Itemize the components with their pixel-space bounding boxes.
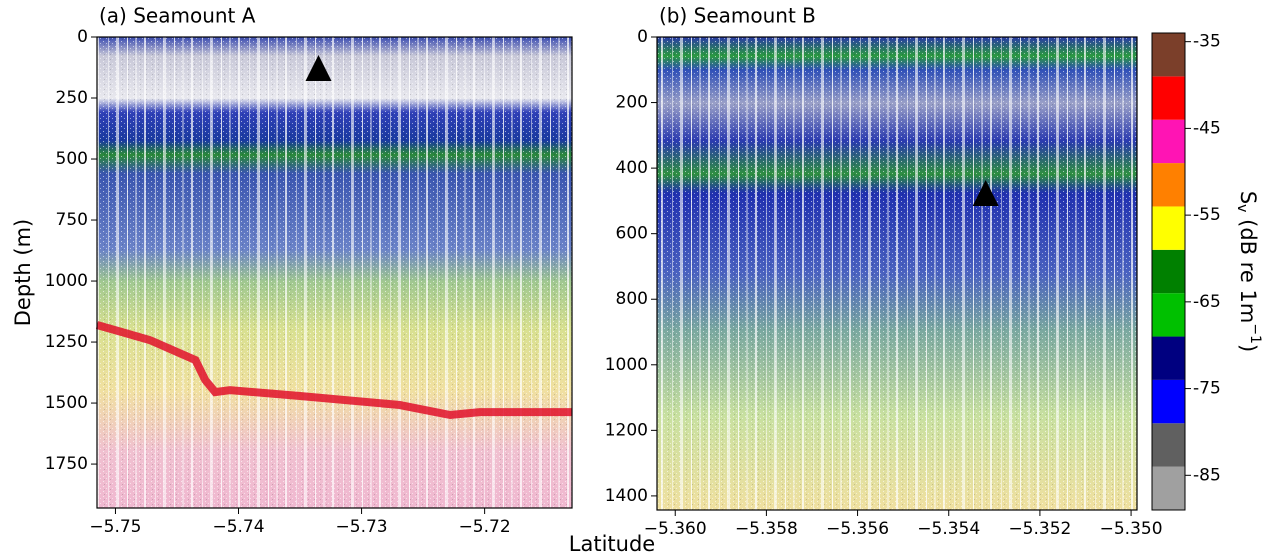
x-tick-label: −5.354 bbox=[917, 519, 980, 539]
y-tick-label: 400 bbox=[616, 158, 648, 178]
y-tick-label: 1500 bbox=[45, 393, 88, 413]
y-tick-label: 600 bbox=[616, 224, 648, 244]
colorbar-label-part: (dB re 1m bbox=[1236, 212, 1260, 323]
y-tick-label: 1400 bbox=[605, 486, 648, 506]
echogram-streaks bbox=[97, 37, 572, 508]
x-tick-label: −5.73 bbox=[336, 517, 388, 537]
x-tick-label: −5.75 bbox=[89, 517, 141, 537]
y-tick-label: 1000 bbox=[45, 271, 88, 291]
axes-frame bbox=[656, 36, 1138, 511]
colorbar-bin bbox=[1152, 336, 1185, 380]
colorbar-bin bbox=[1152, 379, 1185, 424]
colorbar-bin bbox=[1152, 163, 1185, 207]
colorbar-bin bbox=[1152, 423, 1185, 467]
axes-frame bbox=[96, 36, 573, 509]
echogram-streaks bbox=[657, 37, 1137, 510]
x-tick-label: −5.350 bbox=[1100, 519, 1163, 539]
colorbar-label-part: −1 bbox=[1247, 323, 1263, 344]
colorbar-tick-label: -55 bbox=[1193, 205, 1221, 225]
x-tick-label: −5.356 bbox=[826, 519, 889, 539]
colorbar-bin bbox=[1152, 293, 1185, 337]
colorbar-bin bbox=[1152, 119, 1185, 164]
colorbar-tick-label: -35 bbox=[1193, 32, 1221, 52]
y-tick-label: 750 bbox=[56, 210, 88, 230]
marker-triangle bbox=[972, 179, 999, 206]
colorbar-label-part: ) bbox=[1236, 344, 1260, 352]
panel-title: (a) Seamount A bbox=[99, 4, 256, 28]
colorbar-bin bbox=[1152, 76, 1185, 120]
y-tick-label: 0 bbox=[637, 27, 648, 47]
colorbar-frame bbox=[1151, 32, 1186, 511]
x-tick-label: −5.72 bbox=[459, 517, 511, 537]
panel-title: (b) Seamount B bbox=[659, 4, 816, 28]
colorbar-label: Sv (dB re 1m−1) bbox=[1234, 191, 1263, 352]
y-tick-label: 1250 bbox=[45, 332, 88, 352]
colorbar-label-part: v bbox=[1234, 204, 1250, 212]
colorbar-bin bbox=[1152, 206, 1185, 250]
y-tick-label: 200 bbox=[616, 93, 648, 113]
colorbar-tick-label: -45 bbox=[1193, 118, 1221, 138]
y-tick-label: 250 bbox=[56, 88, 88, 108]
colorbar-bin bbox=[1152, 249, 1185, 294]
y-tick-label: 0 bbox=[77, 27, 88, 47]
seabed-line bbox=[95, 321, 572, 420]
colorbar-bin bbox=[1152, 466, 1185, 510]
y-tick-label: 1750 bbox=[45, 454, 88, 474]
x-axis-label: Latitude bbox=[569, 532, 655, 556]
colorbar-bin bbox=[1152, 33, 1185, 77]
colorbar-tick-label: -85 bbox=[1193, 465, 1221, 485]
y-tick-label: 800 bbox=[616, 289, 648, 309]
y-tick-label: 1200 bbox=[605, 420, 648, 440]
colorbar-tick-label: -75 bbox=[1193, 379, 1221, 399]
y-axis-label: Depth (m) bbox=[11, 219, 35, 326]
colorbar-tick-label: -65 bbox=[1193, 292, 1221, 312]
colorbar-label-part: S bbox=[1236, 191, 1260, 204]
marker-triangle bbox=[305, 54, 332, 81]
x-tick-label: −5.358 bbox=[735, 519, 798, 539]
x-tick-label: −5.360 bbox=[644, 519, 707, 539]
x-tick-label: −5.74 bbox=[212, 517, 264, 537]
y-tick-label: 500 bbox=[56, 149, 88, 169]
y-tick-label: 1000 bbox=[605, 355, 648, 375]
x-tick-label: −5.352 bbox=[1008, 519, 1071, 539]
